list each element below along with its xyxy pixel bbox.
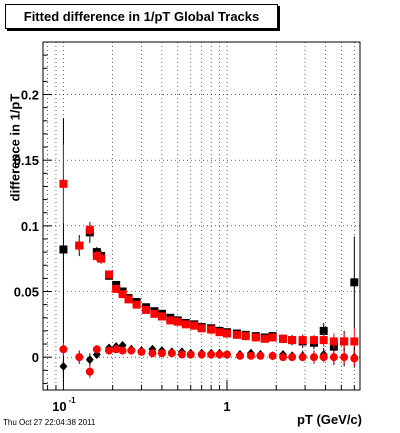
data-point-circle: [59, 345, 68, 354]
data-point-square: [142, 305, 151, 314]
data-point-square: [350, 337, 359, 346]
data-point-square: [251, 333, 260, 342]
data-point-square: [241, 332, 250, 341]
data-point-square: [124, 295, 133, 304]
y-tick-label: 0: [32, 350, 39, 365]
chart-title-box: Fitted difference in 1/pT Global Tracks: [5, 4, 278, 29]
data-point-square: [279, 334, 288, 343]
data-point-square: [97, 254, 106, 263]
data-point-square: [207, 325, 216, 334]
data-point-diamond: [85, 355, 94, 365]
data-point-circle: [215, 350, 224, 359]
data-point-circle: [256, 351, 265, 360]
data-point-circle: [177, 350, 186, 359]
x-tick-exponent: -1: [68, 396, 76, 405]
data-point-circle: [105, 346, 114, 355]
y-axis-label: difference in 1/pT: [7, 93, 23, 202]
data-point-circle: [207, 350, 216, 359]
data-point-square: [329, 337, 338, 346]
x-axis-label: pT (GeV/c): [296, 412, 362, 427]
data-point-circle: [288, 353, 297, 362]
data-point-circle: [157, 349, 166, 358]
x-tick-label: 1: [223, 399, 230, 414]
chart-title: Fitted difference in 1/pT Global Tracks: [23, 9, 260, 24]
data-point-circle: [186, 350, 195, 359]
data-point-circle: [118, 346, 127, 355]
data-point-square: [319, 326, 328, 335]
y-tick-label: 0.1: [21, 219, 39, 234]
data-point-square: [268, 333, 277, 342]
axes: 0 0.05 0.1 0.15 0.2 10 -1 1: [14, 41, 361, 414]
data-point-circle: [279, 353, 288, 362]
data-point-square: [215, 328, 224, 337]
data-point-square: [92, 252, 101, 261]
data-point-circle: [268, 351, 277, 360]
data-point-square: [319, 336, 328, 345]
data-point-square: [150, 309, 159, 318]
data-point-square: [181, 320, 190, 329]
data-point-square: [298, 336, 307, 345]
data-point-square: [85, 225, 94, 234]
data-point-circle: [298, 353, 307, 362]
data-point-square: [260, 334, 269, 343]
data-point-square: [112, 284, 121, 293]
data-point-circle: [340, 353, 349, 362]
data-point-circle: [309, 353, 318, 362]
data-point-square: [59, 179, 68, 188]
data-point-circle: [329, 353, 338, 362]
data-point-circle: [85, 367, 94, 376]
data-point-square: [197, 324, 206, 333]
data-point-square: [350, 278, 359, 287]
data-point-square: [288, 336, 297, 345]
data-point-circle: [127, 346, 136, 355]
data-point-square: [75, 241, 84, 250]
data-point-circle: [223, 350, 232, 359]
data-point-square: [232, 330, 241, 339]
data-point-circle: [75, 353, 84, 362]
data-point-circle: [197, 350, 206, 359]
data-point-square: [166, 316, 175, 325]
data-points: [59, 118, 359, 381]
data-point-circle: [112, 345, 121, 354]
data-point-square: [118, 290, 127, 299]
data-point-square: [190, 321, 199, 330]
data-point-square: [59, 245, 68, 254]
timestamp-label: Thu Oct 27 22:04:38 2011: [3, 418, 96, 427]
data-point-circle: [148, 349, 157, 358]
data-point-circle: [167, 349, 176, 358]
data-point-circle: [235, 351, 244, 360]
data-point-square: [309, 336, 318, 345]
data-point-circle: [350, 354, 359, 363]
y-tick-label: 0.05: [14, 285, 39, 300]
data-point-circle: [246, 351, 255, 360]
data-point-square: [173, 317, 182, 326]
data-point-square: [132, 300, 141, 309]
data-point-square: [340, 337, 349, 346]
data-point-circle: [319, 353, 328, 362]
data-point-diamond: [59, 361, 68, 371]
data-point-square: [223, 329, 232, 338]
data-point-square: [157, 312, 166, 321]
data-point-circle: [92, 345, 101, 354]
y-tick-label: 0.2: [21, 88, 39, 103]
data-point-square: [105, 270, 114, 279]
x-tick-label: 10: [52, 399, 66, 414]
y-tick-label: 0.15: [14, 153, 39, 168]
data-point-circle: [137, 347, 146, 356]
